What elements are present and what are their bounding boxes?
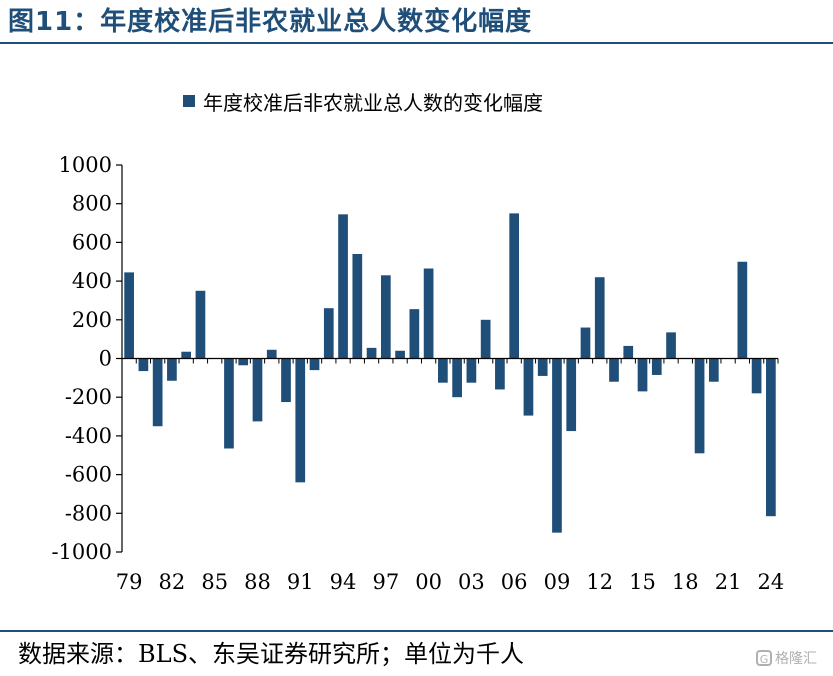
y-axis: 1000 800 600 400 200 0 -200 -400 -600 -800 -1000 — [51, 153, 123, 564]
bar-1986 — [224, 358, 234, 449]
chart-legend: 年度校准后非农就业总人数的变化幅度 — [183, 91, 543, 115]
y-tick-label: -1000 — [51, 540, 112, 564]
legend-swatch — [183, 95, 195, 107]
bar-1993 — [323, 308, 334, 359]
bar-1996 — [366, 347, 377, 359]
y-tick-label: -800 — [65, 501, 112, 525]
y-tick-label: 0 — [99, 347, 112, 371]
bar-2020 — [708, 358, 719, 382]
x-tick-label: 24 — [758, 570, 785, 594]
bar-1992 — [309, 358, 320, 371]
x-tick-label: 21 — [715, 570, 742, 594]
bar-2002 — [452, 358, 462, 398]
source-note: 数据来源：BLS、东吴证券研究所；单位为千人 — [18, 640, 525, 668]
bar-1990 — [281, 358, 291, 403]
bar-2006 — [509, 213, 520, 359]
y-tick-label: 1000 — [59, 153, 112, 177]
watermark-text: 格隆汇 — [775, 651, 817, 667]
watermark-logo-icon: G — [756, 650, 772, 666]
bar-2012 — [594, 277, 605, 359]
bar-1991 — [295, 358, 306, 483]
x-tick-label: 79 — [116, 570, 143, 594]
x-tick-label: 82 — [159, 570, 186, 594]
x-tick-label: 09 — [544, 570, 571, 594]
y-tick-label: 400 — [72, 269, 112, 293]
bar-2005 — [495, 358, 505, 390]
bar-2016 — [651, 358, 662, 375]
y-tick-label: -200 — [65, 385, 112, 409]
x-tick-label: 94 — [330, 570, 357, 594]
x-tick-label: 00 — [415, 570, 442, 594]
bar-1984 — [195, 290, 206, 359]
bar-1999 — [409, 309, 420, 359]
title-divider — [0, 42, 833, 44]
bar-2011 — [580, 327, 591, 359]
bar-2013 — [609, 358, 619, 382]
x-tick-label: 88 — [244, 570, 271, 594]
bar-2023 — [751, 358, 762, 394]
bar-1998 — [395, 350, 405, 359]
x-tick-label: 12 — [586, 570, 613, 594]
bar-2019 — [694, 358, 705, 454]
bar-2024 — [766, 358, 776, 517]
bar-2015 — [637, 358, 648, 392]
y-tick-label: -400 — [65, 424, 112, 448]
y-tick-label: 200 — [72, 308, 112, 332]
bar-chart: 年度校准后非农就业总人数的变化幅度 1000 800 600 400 200 0 -200 -… — [51, 91, 785, 594]
x-tick-label: 97 — [372, 570, 399, 594]
footer-divider — [0, 630, 833, 632]
y-tick-label: 800 — [72, 192, 112, 216]
bar-2001 — [438, 358, 448, 383]
bar-2014 — [623, 345, 634, 359]
bar-2003 — [466, 358, 477, 383]
bar-2004 — [480, 319, 491, 359]
bar-2007 — [523, 358, 534, 416]
bar-2000 — [423, 268, 434, 359]
x-tick-label: 06 — [501, 570, 528, 594]
x-tick-label: 91 — [287, 570, 314, 594]
bar-2009 — [552, 358, 562, 533]
bar-2022 — [737, 261, 748, 359]
bar-1988 — [252, 358, 263, 422]
watermark: G 格隆汇 — [756, 646, 817, 670]
x-axis: 79 82 85 88 91 94 97 00 03 06 09 12 15 18 21 24 — [116, 357, 785, 594]
x-tick-label: 85 — [201, 570, 228, 594]
bar-1994 — [338, 214, 348, 359]
bar-1997 — [380, 275, 391, 359]
bar-1981 — [152, 358, 163, 427]
bar-1989 — [266, 349, 277, 359]
bar-2008 — [537, 358, 548, 376]
x-tick-label: 03 — [458, 570, 485, 594]
bar-1983 — [181, 351, 192, 359]
x-tick-label: 15 — [629, 570, 656, 594]
bar-1995 — [352, 254, 363, 359]
bar-1987 — [238, 358, 249, 366]
bars-group — [124, 213, 776, 533]
bar-1982 — [167, 358, 177, 381]
bar-2017 — [666, 332, 676, 359]
bar-1980 — [138, 358, 149, 372]
bar-2010 — [566, 358, 577, 432]
legend-label: 年度校准后非农就业总人数的变化幅度 — [203, 91, 543, 115]
bar-1979 — [124, 272, 134, 359]
x-tick-label: 18 — [672, 570, 699, 594]
y-tick-label: -600 — [65, 463, 112, 487]
y-tick-label: 600 — [72, 230, 112, 254]
figure-title: 图11：年度校准后非农就业总人数变化幅度 — [8, 7, 533, 37]
